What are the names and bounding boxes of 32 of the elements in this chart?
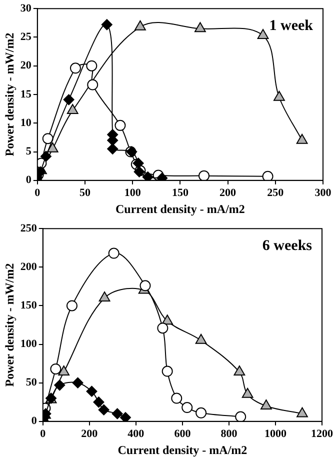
y-tick-label: 30 [20, 2, 32, 14]
x-tick-label: 200 [81, 428, 98, 440]
y-tick-label: 25 [20, 31, 32, 44]
y-tick-label: 250 [20, 222, 38, 234]
y-tick-label: 50 [26, 376, 38, 389]
annotation: 1 week [269, 18, 314, 34]
x-tick-label: 200 [220, 186, 237, 199]
y-axis-title: Power density - mW/m2 [2, 32, 16, 156]
x-tick-label: 300 [314, 186, 332, 199]
y-tick-label: 0 [31, 415, 38, 428]
y-tick-label: 100 [20, 338, 38, 350]
x-tick-label: 400 [128, 428, 145, 440]
x-axis-title: Current density - mA/m2 [118, 442, 248, 457]
x-tick-label: 50 [80, 186, 91, 199]
y-tick-label: 20 [20, 60, 32, 72]
y-tick-label: 5 [26, 146, 32, 158]
x-tick-label: 600 [174, 428, 192, 440]
x-tick-label: 1200 [311, 428, 334, 440]
y-tick-label: 200 [20, 261, 38, 274]
y-axis-title: Power density - mW/m2 [2, 263, 16, 387]
y-tick-label: 0 [26, 174, 32, 186]
x-tick-label: 150 [172, 186, 189, 199]
annotation: 6 weeks [262, 238, 312, 254]
y-tick-label: 10 [20, 116, 32, 129]
x-tick-label: 250 [267, 186, 284, 199]
x-tick-label: 100 [124, 186, 142, 199]
x-tick-label: 800 [220, 428, 238, 440]
x-tick-label: 0 [40, 428, 46, 440]
x-axis-title: Current density - mA/m2 [115, 202, 245, 216]
y-tick-label: 15 [20, 88, 32, 100]
y-tick-label: 150 [20, 300, 38, 312]
x-tick-label: 1000 [264, 428, 287, 440]
